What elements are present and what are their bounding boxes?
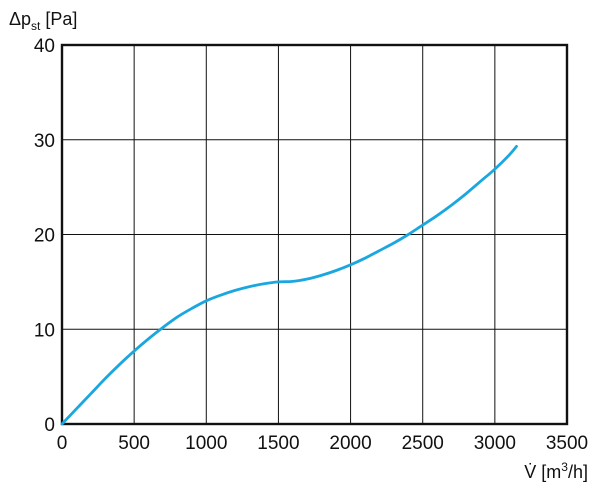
y-tick-labels: 0 10 20 30 40 — [34, 36, 55, 436]
grid-lines — [61, 44, 568, 425]
y-tick-label: 40 — [34, 36, 55, 57]
x-tick-label: 0 — [57, 433, 68, 454]
x-tick-label: 3000 — [474, 433, 516, 454]
x-tick-label: 2500 — [402, 433, 444, 454]
x-axis-title: V̇ [m3/h] — [524, 460, 588, 482]
plot-frame — [60, 43, 569, 426]
series-line-pressure — [60, 144, 518, 426]
y-axis-title-subscript: st — [31, 19, 41, 33]
x-axis-title-superscript: 3 — [561, 460, 568, 474]
y-axis-title: Δpst [Pa] — [9, 9, 77, 33]
x-tick-label: 2000 — [329, 433, 371, 454]
x-tick-label: 500 — [118, 433, 150, 454]
y-tick-label: 0 — [44, 415, 55, 436]
x-tick-label: 1000 — [185, 433, 227, 454]
y-tick-label: 30 — [34, 131, 55, 152]
y-tick-label: 10 — [34, 320, 55, 341]
x-tick-label: 1500 — [257, 433, 299, 454]
y-tick-label: 20 — [34, 226, 55, 247]
x-tick-label: 3500 — [546, 433, 588, 454]
y-axis-title-unit: [Pa] — [40, 9, 77, 29]
y-axis-title-main: Δp — [9, 9, 31, 29]
x-axis-title-rest: /h] — [568, 462, 588, 482]
x-axis-title-main: V̇ [m — [524, 462, 561, 482]
x-tick-labels: 0 500 1000 1500 2000 2500 3000 3500 — [57, 433, 588, 454]
